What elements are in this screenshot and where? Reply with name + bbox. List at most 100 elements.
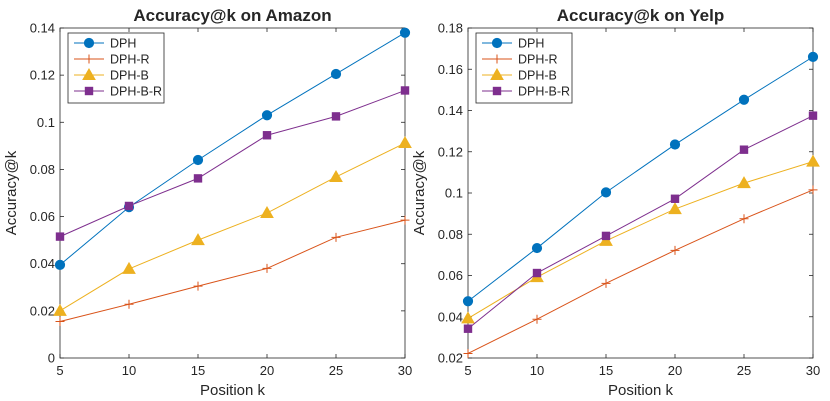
x-tick-label: 15 [191, 363, 205, 378]
data-point-dph-b [53, 303, 67, 316]
x-tick-label: 25 [737, 363, 751, 378]
legend-marker [490, 67, 504, 80]
plot-area [59, 27, 406, 359]
series-line-dph-b [467, 161, 814, 319]
y-axis-label: Accuracy@k [3, 150, 20, 235]
series-line-dph-b-r [467, 115, 814, 330]
y-tick-label: 0.1 [37, 115, 55, 130]
data-point-dph-b [191, 233, 205, 246]
data-point-dph-b-r [601, 231, 611, 241]
series-line-dph-r [467, 189, 814, 354]
data-point-dph-b-r [670, 194, 680, 203]
legend-label: DPH-B [518, 69, 557, 83]
x-tick-label: 30 [806, 363, 820, 378]
x-axis-label: Position k [200, 382, 266, 399]
y-tick-label: 0.04 [438, 309, 463, 324]
series-line-dph-b-r [59, 89, 406, 238]
data-point-dph [261, 110, 273, 121]
x-tick-label: 30 [398, 363, 412, 378]
x-tick-label: 5 [56, 363, 63, 378]
chart-yelp: Accuracy@k on Yelp 5 10 15 20 25 30 0.02 0.04 0.0… [411, 6, 820, 399]
data-point-dph-r [331, 232, 341, 242]
legend-label: DPH-R [110, 53, 150, 67]
data-point-dph-b [806, 154, 820, 167]
data-point-dph-b [398, 136, 412, 149]
data-point-dph [399, 27, 411, 38]
data-point-dph-r [532, 314, 542, 324]
legend-label: DPH-R [518, 53, 558, 67]
data-point-dph-b [329, 169, 343, 182]
data-point-dph-b [260, 206, 274, 219]
data-point-dph [738, 94, 750, 105]
data-point-dph-r [400, 215, 410, 225]
legend-marker [84, 86, 94, 96]
y-tick-label: 0.08 [438, 227, 463, 242]
data-point-dph-r [124, 299, 134, 309]
x-tick-label: 20 [668, 363, 682, 378]
legend-label: DPH-B-R [518, 85, 570, 99]
data-point-dph-b-r [55, 232, 65, 241]
data-point-dph-b [668, 202, 682, 215]
legend-marker [491, 37, 503, 49]
data-point-dph-b-r [331, 112, 341, 121]
y-tick-label: 0.02 [30, 303, 55, 318]
data-point-dph [600, 187, 612, 198]
y-tick-label: 0.06 [438, 268, 463, 283]
legend-label: DPH [518, 37, 544, 51]
x-tick-label: 20 [260, 363, 274, 378]
data-point-dph [330, 68, 342, 80]
data-point-dph-b [122, 261, 136, 274]
x-axis-label: Position k [608, 382, 674, 399]
data-point-dph [54, 259, 66, 270]
chart-amazon: Accuracy@k on Amazon 5 10 15 20 25 30 0 0.02 0.04… [3, 6, 412, 399]
data-point-dph-r [670, 245, 680, 255]
chart-title: Accuracy@k on Amazon [133, 6, 331, 25]
y-tick-label: 0.12 [438, 144, 463, 159]
data-point-dph-b [737, 176, 751, 189]
x-tick-label: 25 [329, 363, 343, 378]
legend-marker [492, 86, 502, 96]
data-point-dph-b-r [463, 324, 473, 333]
legend-label: DPH [110, 37, 136, 51]
data-point-dph [531, 242, 543, 254]
x-tick-label: 15 [599, 363, 613, 378]
data-point-dph [462, 296, 474, 307]
legend-label: DPH-B-R [110, 85, 162, 99]
x-tick-label: 10 [122, 363, 136, 378]
y-tick-label: 0.02 [438, 351, 463, 366]
y-tick-label: 0.04 [30, 256, 55, 271]
series-line-dph-b [59, 142, 406, 312]
data-point-dph-r [55, 316, 65, 326]
y-tick-label: 0.12 [30, 68, 55, 83]
legend-marker [492, 54, 502, 64]
data-point-dph [807, 51, 819, 62]
data-point-dph-b-r [808, 111, 818, 120]
chart-title: Accuracy@k on Yelp [557, 6, 724, 25]
data-point-dph-b-r [262, 131, 272, 140]
data-point-dph-r [193, 281, 203, 291]
data-point-dph-b [461, 311, 475, 324]
y-axis-label: Accuracy@k [411, 150, 428, 235]
data-point-dph-b [599, 233, 613, 246]
data-point-dph-b-r [400, 86, 410, 95]
data-point-dph-r [262, 263, 272, 273]
data-point-dph [669, 139, 681, 150]
y-tick-label: 0.14 [438, 103, 463, 118]
data-point-dph-b-r [739, 145, 749, 154]
y-tick-label: 0.14 [30, 21, 55, 36]
data-point-dph [192, 154, 204, 166]
y-tick-label: 0.08 [30, 162, 55, 177]
data-point-dph-b-r [193, 174, 203, 183]
legend-label: DPH-B [110, 69, 149, 83]
series-line-dph-r [59, 219, 406, 322]
series-line-dph [467, 56, 814, 302]
data-point-dph-b-r [532, 268, 542, 278]
data-point-dph-r [739, 214, 749, 224]
data-point-dph-r [808, 185, 818, 195]
x-tick-label: 10 [530, 363, 544, 378]
y-tick-label: 0.06 [30, 209, 55, 224]
y-tick-label: 0.1 [445, 186, 463, 201]
data-point-dph-b-r [124, 201, 134, 211]
legend-marker [83, 37, 95, 49]
